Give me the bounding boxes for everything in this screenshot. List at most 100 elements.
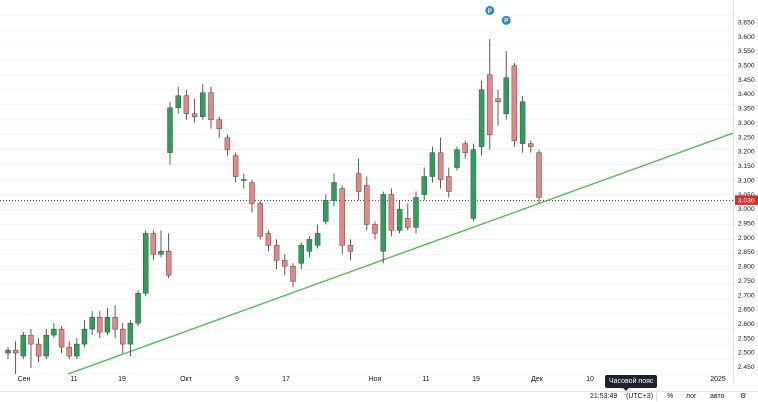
price-tick-label: 2.700 — [738, 292, 755, 299]
candle-body-down — [511, 65, 518, 141]
candle-body-down — [35, 343, 42, 357]
timezone-tooltip: Часовой пояс — [605, 375, 658, 391]
candle — [241, 173, 247, 189]
candle-body-down — [208, 92, 214, 120]
candle-body-down — [66, 346, 72, 357]
candle-body-up — [81, 328, 88, 345]
candle-body-up — [104, 316, 111, 333]
candle-body-down — [249, 182, 255, 204]
price-tick-label: 2.850 — [738, 249, 755, 256]
candle — [446, 167, 452, 198]
candle — [314, 224, 321, 249]
candle-body-up — [421, 176, 427, 195]
last-price-label: 3.030 — [738, 198, 755, 205]
candle — [388, 188, 395, 237]
candle — [519, 95, 526, 153]
candle — [364, 176, 370, 231]
candlestick-chart[interactable]: PP — [0, 0, 733, 383]
candle-body-down — [150, 233, 157, 255]
candle-body-down — [28, 334, 34, 345]
time-tick-label: 9 — [235, 376, 239, 383]
candle — [454, 146, 460, 171]
candle — [165, 233, 172, 279]
price-tick-label: 3.350 — [738, 106, 755, 113]
price-tick-label: 3.500 — [738, 63, 755, 70]
candle — [135, 290, 141, 327]
candle — [208, 86, 214, 129]
candle — [12, 341, 19, 375]
price-tick-label: 2.550 — [738, 335, 755, 342]
candle — [355, 158, 362, 201]
candle — [331, 173, 337, 207]
auto-toggle[interactable]: авто — [710, 393, 725, 400]
candle-body-down — [437, 152, 444, 180]
candle-body-up — [241, 179, 247, 181]
candle-body-down — [372, 224, 378, 234]
price-tick-label: 2.900 — [738, 235, 755, 242]
candle — [437, 137, 444, 189]
candle-body-up — [200, 92, 206, 117]
price-tick-label: 3.400 — [738, 91, 755, 98]
time-tick-label: 2025 — [710, 376, 726, 383]
price-tick-label: 3.050 — [738, 192, 755, 199]
candle-body-up — [43, 334, 49, 357]
time-tick-label: 11 — [70, 376, 77, 383]
candle — [232, 152, 239, 183]
candle-body-up — [20, 334, 26, 357]
candle — [413, 191, 419, 234]
price-tick-label: 3.300 — [738, 120, 755, 127]
candle — [421, 167, 427, 201]
candle — [536, 149, 542, 204]
price-tick-label: 3.250 — [738, 134, 755, 141]
candle-body-down — [355, 173, 362, 192]
trend-line[interactable] — [67, 132, 733, 375]
candle-body-up — [396, 209, 403, 231]
candle — [97, 311, 103, 339]
candle-body-up — [519, 101, 526, 144]
candle-body-down — [12, 349, 19, 354]
candle-body-down — [58, 328, 65, 348]
candle — [503, 50, 509, 120]
candle — [290, 263, 296, 288]
candles — [5, 38, 542, 375]
candle-body-down — [364, 185, 370, 225]
time-tick-label: Дек — [531, 376, 544, 383]
candle — [224, 134, 231, 156]
price-tick-label: 2.650 — [738, 307, 755, 314]
candle-body-up — [74, 343, 80, 357]
candle-body-up — [380, 194, 386, 252]
log-toggle[interactable]: лог — [686, 393, 697, 400]
candle-body-down — [388, 194, 395, 231]
percent-toggle[interactable]: % — [667, 393, 674, 400]
candle — [200, 83, 206, 120]
candle — [265, 230, 272, 252]
candle — [89, 311, 95, 336]
candle — [339, 185, 345, 255]
gear-icon[interactable]: ⚙ — [740, 393, 747, 400]
time-tick-label: 10 — [586, 376, 594, 383]
candle — [380, 191, 386, 264]
candle — [150, 230, 157, 261]
price-tick-label: 3.150 — [738, 163, 755, 170]
price-tick-label: 3.550 — [738, 48, 755, 55]
candle-body-up — [478, 89, 485, 147]
candle-body-down — [191, 113, 198, 117]
candle-body-down — [183, 95, 190, 114]
candle-body-up — [89, 316, 95, 330]
candle — [323, 194, 329, 225]
time-tick-label: 11 — [422, 376, 429, 383]
candle-body-up — [314, 233, 321, 246]
candle-body-up — [127, 322, 134, 345]
candle-body-down — [265, 233, 272, 246]
signal-marker[interactable] — [501, 15, 511, 25]
price-tick-label: 2.500 — [738, 350, 755, 357]
candle-body-up — [175, 95, 181, 108]
signal-marker[interactable] — [485, 5, 495, 15]
candle — [51, 323, 57, 339]
time-axis[interactable]: Сен 11 19 Окт 9 17 Ноя 11 19 Дек 10 2025 — [0, 373, 733, 383]
signal-marker-label: P — [488, 9, 492, 15]
timezone-button[interactable]: (UTC+3) — [626, 393, 654, 400]
clock-time[interactable]: 21:53:49 — [590, 393, 618, 400]
bottom-toolbar: 21:53:49 (UTC+3) % лог авто ⚙ — [0, 391, 758, 402]
price-axis[interactable]: 3.650 3.600 3.550 3.500 3.450 3.400 3.350 3.300… — [733, 0, 758, 383]
